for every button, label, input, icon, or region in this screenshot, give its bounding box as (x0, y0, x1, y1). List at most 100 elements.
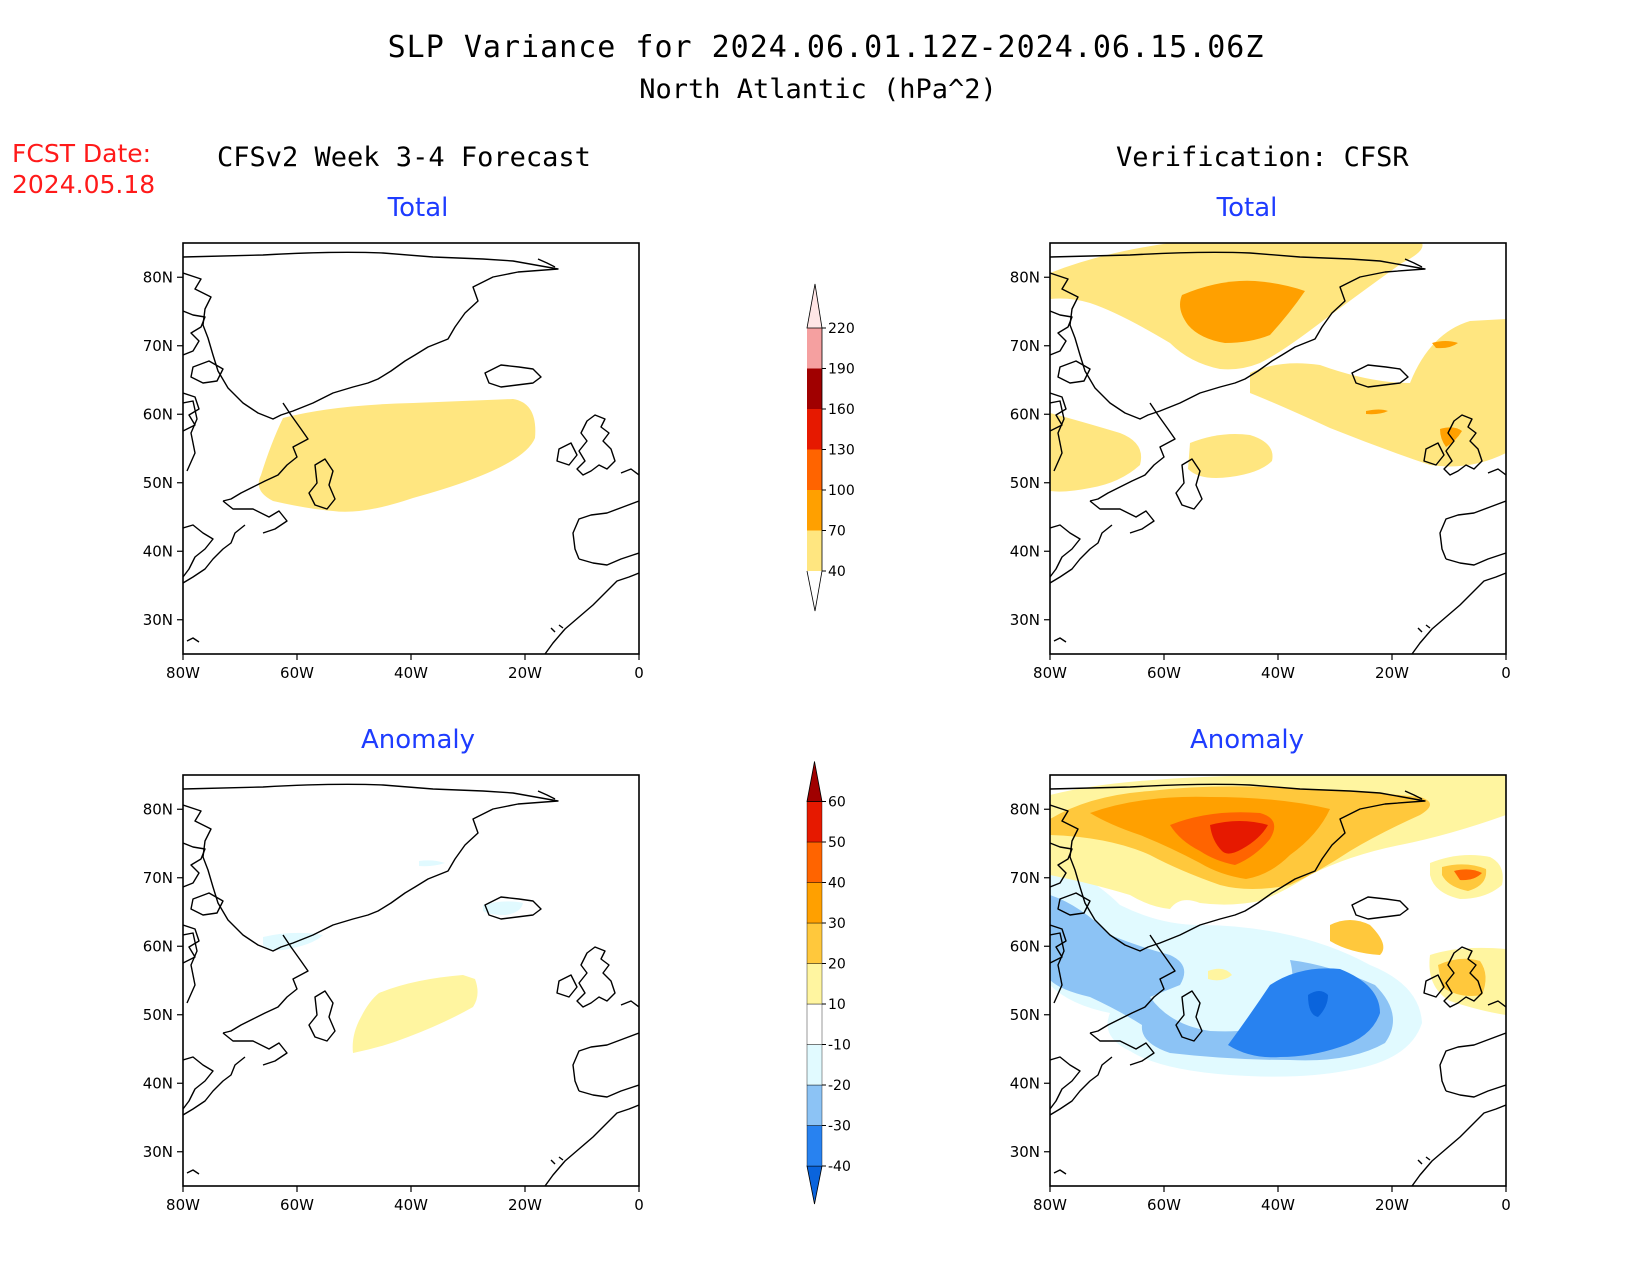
page-subtitle: North Atlantic (hPa^2) (639, 74, 997, 105)
y-tick-label: 50N (1010, 1006, 1040, 1024)
colorbar-segment (807, 449, 822, 490)
x-tick-label: 0 (634, 664, 644, 682)
cfsr-anomaly-shade-50-60 (1210, 821, 1268, 854)
colorbar-label: 130 (828, 443, 855, 459)
colorbar-segment (806, 922, 823, 964)
y-tick-label: 60N (143, 937, 173, 955)
y-tick-label: 80N (1010, 268, 1040, 286)
colorbar-segment (807, 409, 822, 450)
x-tick-label: 0 (634, 1196, 644, 1214)
colorbar-segment (807, 530, 822, 571)
column-title-verification: Verification: CFSR (1116, 142, 1409, 173)
total-colorbar: 40 70 100 130 160 190 220 (806, 283, 855, 612)
colorbar-label: -10 (828, 1038, 851, 1054)
x-tick-label: 60W (1147, 664, 1181, 682)
panel-title-cfsr-total: Total (1216, 193, 1278, 223)
colorbar-segment (806, 841, 823, 883)
cfsr-anomaly-shade-neg-40 (1308, 991, 1328, 1017)
fcst-date-block: FCST Date: 2024.05.18 (12, 138, 155, 200)
colorbar-low-triangle (806, 570, 823, 612)
x-tick-label: 80W (1033, 664, 1067, 682)
colorbar-segment (806, 882, 823, 924)
y-tick-label: 30N (143, 611, 173, 629)
y-tick-label: 40N (1010, 542, 1040, 560)
x-tick-label: 20W (508, 1196, 542, 1214)
x-tick-label: 80W (166, 1196, 200, 1214)
colorbar-label: 50 (828, 835, 846, 851)
colorbar-segment (807, 490, 822, 531)
y-tick-label: 70N (1010, 869, 1040, 887)
panel-title-forecast-anomaly: Anomaly (360, 725, 476, 755)
colorbar-label: 40 (828, 564, 846, 580)
y-tick-label: 40N (143, 542, 173, 560)
y-tick-label: 60N (1010, 405, 1040, 423)
colorbar-high-triangle (806, 761, 823, 802)
colorbar-label: -40 (828, 1159, 851, 1175)
colorbar-segment (806, 1084, 823, 1126)
panel-title-cfsr-anomaly: Anomaly (1189, 725, 1305, 755)
cfsr-total-shade-west (1050, 413, 1142, 492)
colorbar-segment (807, 328, 822, 369)
colorbar-label: 40 (828, 876, 846, 892)
y-tick-label: 40N (1010, 1074, 1040, 1092)
x-tick-label: 80W (1033, 1196, 1067, 1214)
colorbar-segment (806, 1003, 823, 1045)
forecast-anomaly-shade-neg-b (483, 901, 523, 915)
fcst-date-label: FCST Date: (12, 139, 152, 168)
y-tick-label: 70N (143, 869, 173, 887)
x-tick-label: 40W (1261, 1196, 1295, 1214)
colorbar-label: 160 (828, 402, 855, 418)
column-title-forecast: CFSv2 Week 3-4 Forecast (217, 142, 591, 173)
colorbar-segment (806, 963, 823, 1005)
colorbar-label: 60 (828, 795, 846, 811)
cfsr-total-shade-70-100 (1180, 280, 1305, 343)
y-tick-label: 50N (143, 474, 173, 492)
x-tick-label: 20W (1375, 1196, 1409, 1214)
colorbar-label: 10 (828, 997, 846, 1013)
axes-layer: 80W 60W 40W 20W 0 80N 70N 60N 50N 40N 30N 80W 60W 40W… (143, 268, 1511, 1214)
colorbar-label: 100 (828, 483, 855, 499)
y-tick-label: 30N (143, 1143, 173, 1161)
y-tick-label: 60N (143, 405, 173, 423)
colorbar-high-triangle (806, 283, 823, 329)
cfsr-anomaly-map (1049, 774, 1507, 1187)
colorbar-label: 190 (828, 362, 855, 378)
x-tick-label: 80W (166, 664, 200, 682)
x-tick-label: 60W (280, 1196, 314, 1214)
y-tick-label: 30N (1010, 1143, 1040, 1161)
forecast-anomaly-map (182, 774, 640, 1187)
y-tick-label: 50N (143, 1006, 173, 1024)
x-tick-label: 0 (1501, 664, 1511, 682)
forecast-total-shade-40-70 (258, 399, 536, 512)
colorbar-segment (806, 801, 823, 843)
fcst-date-value: 2024.05.18 (12, 170, 156, 199)
forecast-anomaly-shade-10-20 (352, 975, 478, 1053)
x-tick-label: 20W (1375, 664, 1409, 682)
panel-title-forecast-total: Total (387, 193, 449, 223)
y-tick-label: 70N (143, 337, 173, 355)
cfsr-total-map (1049, 242, 1507, 655)
x-tick-label: 40W (394, 664, 428, 682)
y-tick-label: 30N (1010, 611, 1040, 629)
x-tick-label: 60W (1147, 1196, 1181, 1214)
y-tick-label: 80N (143, 268, 173, 286)
y-tick-label: 80N (1010, 800, 1040, 818)
x-tick-label: 40W (1261, 664, 1295, 682)
y-tick-label: 70N (1010, 337, 1040, 355)
forecast-total-map (182, 242, 640, 655)
y-tick-label: 40N (143, 1074, 173, 1092)
x-tick-label: 60W (280, 664, 314, 682)
cfsr-total-shade-mid (1188, 434, 1273, 478)
colorbar-segment (806, 1125, 823, 1167)
colorbar-label: 70 (828, 524, 846, 540)
colorbar-label: 30 (828, 916, 846, 932)
colorbar-segment (807, 368, 822, 409)
x-tick-label: 0 (1501, 1196, 1511, 1214)
anomaly-colorbar: -40 -30 -20 -10 10 20 30 40 50 60 (806, 761, 851, 1205)
colorbar-label: 220 (828, 321, 855, 337)
x-tick-label: 20W (508, 664, 542, 682)
colorbar-label: 20 (828, 957, 846, 973)
colorbar-segment (806, 1044, 823, 1086)
colorbar-label: -20 (828, 1078, 851, 1094)
